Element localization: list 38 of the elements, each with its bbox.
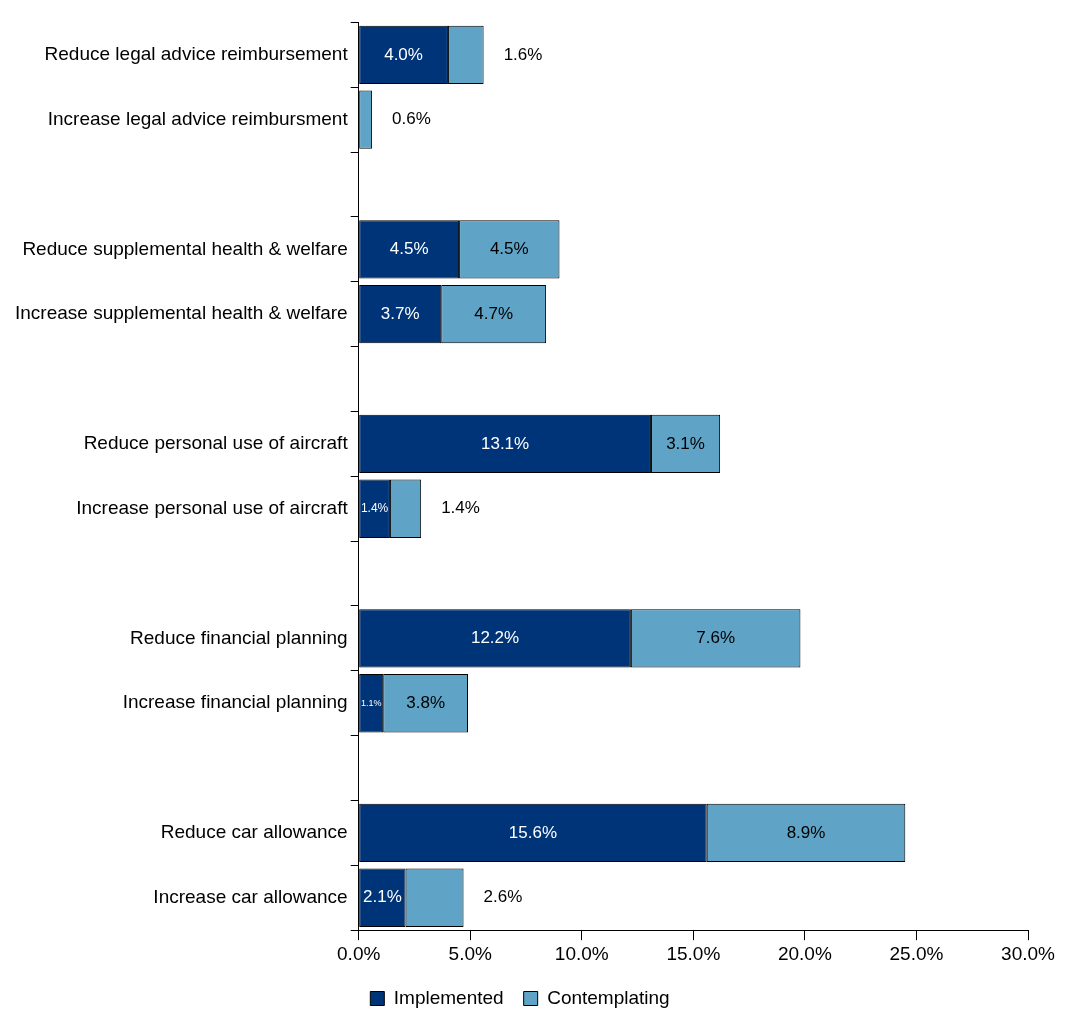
data-label: 8.9% bbox=[786, 822, 826, 842]
data-label: 3.7% bbox=[380, 303, 420, 323]
data-label: 4.7% bbox=[474, 303, 514, 323]
y-tick-label: Reduce personal use of aircraft bbox=[83, 432, 349, 454]
data-label: 3.8% bbox=[406, 692, 445, 712]
data-label: 1.6% bbox=[503, 44, 543, 64]
data-label: 4.5% bbox=[389, 239, 429, 259]
data-label: 1.1% bbox=[360, 697, 382, 708]
data-label: 7.6% bbox=[696, 628, 736, 648]
legend-label: Implemented bbox=[393, 986, 504, 1008]
y-tick-label: Increase financial planning bbox=[122, 691, 348, 713]
data-label: 15.6% bbox=[508, 822, 558, 842]
data-label: 0.6% bbox=[392, 109, 431, 129]
y-tick-label: Increase personal use of aircraft bbox=[76, 496, 349, 518]
legend-label: Contemplating bbox=[547, 986, 670, 1008]
x-tick-label: 5.0% bbox=[448, 942, 492, 964]
x-tick-label: 20.0% bbox=[777, 942, 832, 964]
x-tick-label: 15.0% bbox=[666, 942, 721, 964]
x-tick-label: 30.0% bbox=[1001, 942, 1056, 964]
data-label: 1.4% bbox=[360, 501, 389, 516]
y-tick-label: Increase car allowance bbox=[153, 886, 348, 908]
y-tick-label: Increase supplemental health & welfare bbox=[14, 302, 348, 324]
data-label: 2.6% bbox=[483, 887, 523, 907]
data-label: 3.1% bbox=[666, 433, 705, 453]
data-label: 2.1% bbox=[363, 887, 402, 907]
data-label: 4.5% bbox=[489, 239, 529, 259]
data-label: 12.2% bbox=[470, 628, 520, 648]
data-label: 1.4% bbox=[441, 498, 480, 518]
y-tick-label: Reduce supplemental health & welfare bbox=[22, 237, 348, 259]
x-tick-label: 25.0% bbox=[889, 942, 944, 964]
x-tick-label: 0.0% bbox=[337, 942, 381, 964]
data-label: 4.0% bbox=[384, 44, 423, 64]
y-tick-label: Reduce financial planning bbox=[130, 626, 348, 648]
y-tick-label: Reduce car allowance bbox=[160, 821, 348, 843]
x-tick-label: 10.0% bbox=[554, 942, 609, 964]
data-label: 13.1% bbox=[480, 433, 530, 453]
y-tick-label: Reduce legal advice reimbursement bbox=[44, 43, 349, 65]
y-tick-label: Increase legal advice reimbursment bbox=[47, 107, 349, 129]
